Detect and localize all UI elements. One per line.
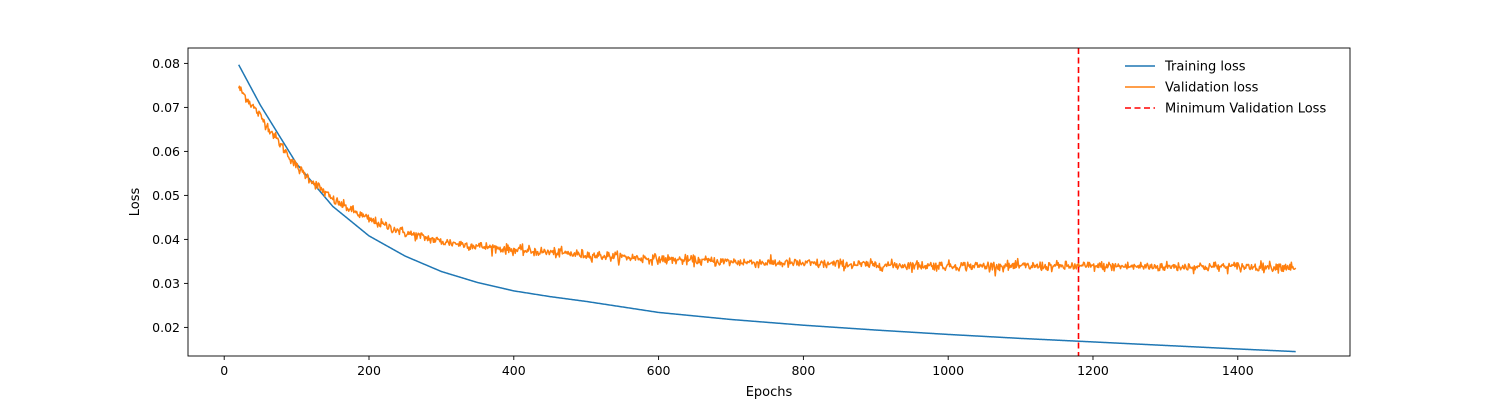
x-axis-label: Epochs bbox=[746, 385, 793, 400]
legend-validation: Validation loss bbox=[1125, 81, 1259, 96]
x-tick-label: 800 bbox=[791, 363, 815, 378]
y-tick-label: 0.07 bbox=[152, 100, 180, 115]
plot-area bbox=[237, 48, 1297, 356]
y-tick-label: 0.04 bbox=[152, 232, 180, 247]
series-line-training bbox=[238, 64, 1296, 353]
x-tick-label: 1200 bbox=[1077, 363, 1109, 378]
y-tick-label: 0.02 bbox=[152, 320, 180, 335]
y-tick-label: 0.05 bbox=[152, 188, 180, 203]
y-tick-label: 0.08 bbox=[152, 56, 180, 71]
y-tick-label: 0.03 bbox=[152, 276, 180, 291]
legend-training: Training loss bbox=[1125, 60, 1246, 75]
x-tick-label: 200 bbox=[357, 363, 381, 378]
legend-min-validation-label: Minimum Validation Loss bbox=[1165, 102, 1326, 117]
x-tick-label: 400 bbox=[502, 363, 526, 378]
y-axis-label: Loss bbox=[128, 188, 143, 217]
legend-validation-label: Validation loss bbox=[1165, 81, 1259, 96]
legend: Training loss Validation loss Minimum Vali… bbox=[1125, 60, 1326, 117]
y-tick-label: 0.06 bbox=[152, 144, 180, 159]
legend-min-validation: Minimum Validation Loss bbox=[1125, 102, 1326, 117]
plot-frame bbox=[187, 47, 1351, 357]
series-line-validation bbox=[237, 85, 1297, 277]
x-tick-label: 1400 bbox=[1222, 363, 1254, 378]
x-tick-label: 1000 bbox=[932, 363, 964, 378]
x-tick-label: 0 bbox=[220, 363, 228, 378]
legend-training-label: Training loss bbox=[1164, 60, 1246, 75]
x-tick-label: 600 bbox=[647, 363, 671, 378]
